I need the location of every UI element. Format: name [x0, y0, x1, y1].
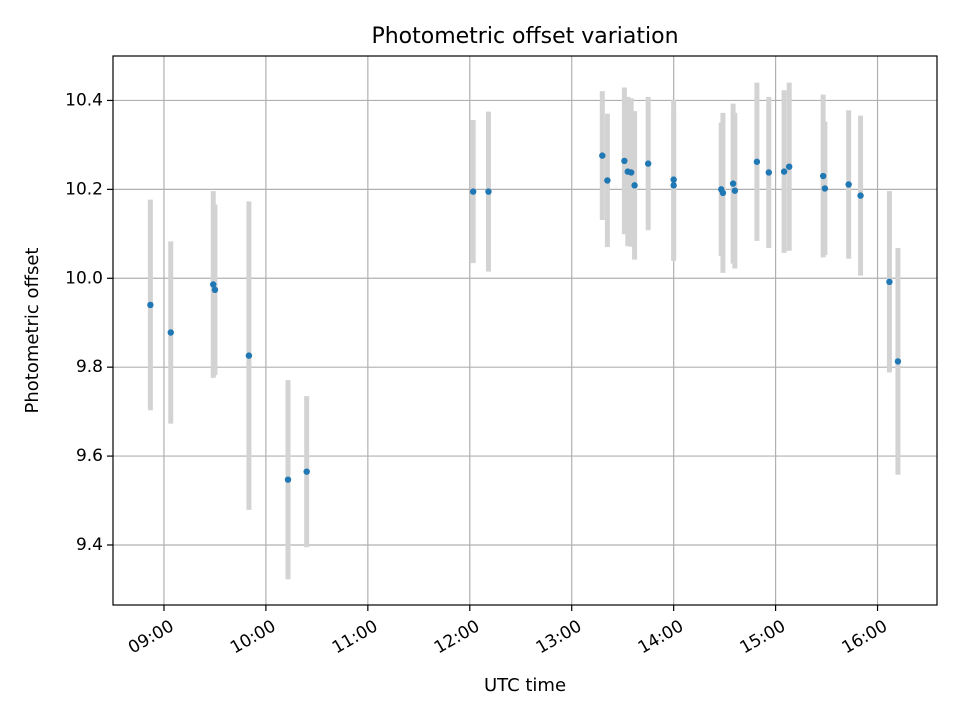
data-point	[631, 182, 638, 189]
x-tick-label: 13:00	[533, 616, 585, 658]
data-point	[604, 177, 611, 184]
data-point	[167, 329, 174, 336]
x-tick-label: 14:00	[635, 616, 687, 658]
data-point	[284, 476, 292, 483]
data-point	[845, 181, 852, 188]
data-point	[303, 468, 310, 475]
data-point	[245, 352, 253, 359]
data-point	[729, 180, 737, 187]
data-point	[210, 281, 217, 288]
x-tick-label: 11:00	[329, 616, 381, 658]
x-tick-label: 12:00	[431, 616, 483, 658]
data-point	[719, 189, 727, 197]
data-point	[731, 187, 739, 194]
x-tick-label: 09:00	[125, 616, 177, 658]
grid-lines	[113, 56, 937, 605]
chart-title: Photometric offset variation	[371, 24, 678, 49]
x-tick-label: 10:00	[227, 616, 279, 658]
y-tick-label: 10.4	[65, 90, 103, 110]
data-point	[894, 358, 902, 365]
y-tick-label: 10.0	[65, 268, 103, 288]
data-point	[765, 169, 773, 176]
x-axis-label: UTC time	[484, 675, 566, 696]
data-point	[147, 301, 154, 309]
data-point	[857, 192, 864, 199]
data-point	[211, 286, 219, 294]
data-point	[627, 169, 635, 176]
y-tick-label: 9.8	[76, 357, 103, 377]
y-tick-label: 9.4	[76, 535, 103, 555]
x-tick-label: 16:00	[839, 616, 891, 658]
data-point	[670, 176, 677, 183]
data-point	[821, 185, 829, 192]
data-point	[753, 158, 761, 165]
error-bars	[147, 82, 901, 580]
x-tick-label: 15:00	[737, 616, 789, 658]
data-point	[469, 188, 477, 195]
y-tick-label: 9.6	[76, 446, 103, 466]
data-point	[621, 157, 628, 165]
data-point	[670, 182, 677, 189]
plot-frame	[112, 55, 938, 606]
y-tick-label: 10.2	[65, 179, 103, 199]
data-point	[819, 172, 827, 180]
data-point	[485, 188, 492, 195]
data-point	[644, 160, 652, 167]
data-point	[886, 278, 893, 286]
data-point	[599, 152, 606, 159]
data-points	[147, 152, 902, 483]
data-point	[780, 168, 788, 175]
y-axis-label: Photometric offset	[22, 248, 43, 414]
data-point	[785, 163, 793, 170]
